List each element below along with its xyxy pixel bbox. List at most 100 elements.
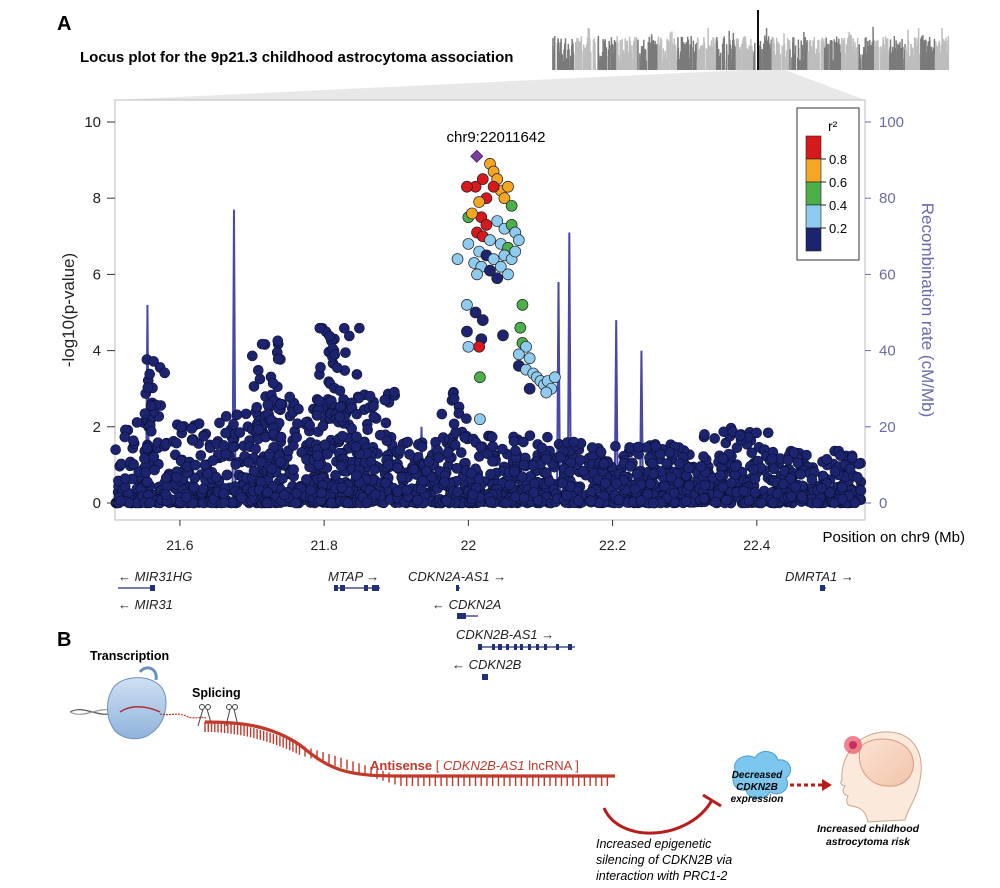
background-snp: [110, 444, 121, 456]
background-snp: [518, 436, 529, 448]
background-snp: [730, 461, 741, 472]
background-snp: [500, 497, 512, 509]
background-snp: [453, 408, 465, 419]
background-snp: [524, 430, 536, 441]
background-snp: [485, 496, 496, 507]
background-snp: [461, 413, 472, 424]
background-snp: [408, 463, 420, 475]
background-snp: [230, 459, 242, 470]
background-snp: [214, 417, 225, 429]
antisense-suffix: lncRNA: [528, 758, 572, 773]
risk-text-1: Increased childhood: [817, 823, 920, 835]
background-snp: [717, 453, 729, 465]
background-snp: [624, 461, 636, 472]
background-snp: [160, 489, 172, 500]
background-snp: [336, 481, 348, 493]
background-snp: [236, 492, 247, 503]
r2-legend: r² 0.8 0.6 0.4 0.2: [796, 107, 860, 261]
lead-snp-marker: [470, 149, 484, 163]
background-snp: [448, 393, 460, 404]
background-snp: [396, 472, 408, 483]
gene-label: ← CDKN2B: [452, 657, 522, 672]
background-snp: [801, 449, 812, 461]
background-snp: [353, 392, 365, 404]
ld-snp-point: [512, 348, 525, 361]
background-snp: [738, 485, 749, 497]
silencing-text-3: interaction with PRC1-2: [596, 869, 727, 883]
gene-exon: [568, 644, 572, 650]
background-snp: [788, 447, 800, 458]
background-snp: [335, 460, 347, 472]
background-snp: [190, 459, 201, 471]
ld-snp-point: [476, 173, 489, 185]
background-snp: [202, 468, 213, 480]
background-snp: [778, 478, 789, 490]
y-axis-left: 0 2 4 6 8 10: [84, 114, 115, 512]
genome-manhattan-thumbnail: [552, 10, 950, 70]
gene-exon: [492, 644, 495, 650]
y-tick-label: 4: [93, 343, 101, 360]
background-snp: [473, 473, 485, 485]
ld-snp-point: [476, 314, 489, 326]
y2-tick-label: 60: [879, 266, 896, 283]
gene-exon: [372, 585, 379, 591]
background-snp: [674, 458, 685, 469]
background-snp: [189, 472, 201, 484]
background-snp: [181, 492, 192, 503]
background-snp: [344, 330, 355, 342]
background-snp: [275, 456, 287, 468]
background-snp: [518, 492, 530, 504]
background-snp: [467, 489, 479, 501]
background-snp: [193, 418, 205, 429]
background-snp: [436, 408, 448, 420]
inhibition-arrow: [602, 793, 722, 835]
background-snp: [195, 450, 207, 461]
ld-snp-point: [487, 253, 500, 266]
background-snp: [350, 441, 362, 452]
ld-snp-point: [473, 340, 486, 353]
background-snp: [573, 495, 584, 506]
background-snp: [459, 432, 471, 443]
background-snp: [710, 496, 721, 508]
background-snp: [790, 481, 801, 493]
background-snp: [148, 451, 160, 463]
background-snp: [262, 487, 273, 498]
background-snp: [315, 362, 326, 373]
ld-snp-point: [505, 199, 518, 212]
ld-snp-point: [549, 371, 561, 384]
background-snp: [821, 454, 833, 465]
background-snp: [665, 472, 677, 483]
antisense-label: Antisense [ CDKN2B-AS1 lncRNA ]: [370, 758, 579, 773]
background-snp: [806, 474, 818, 486]
background-snp: [844, 463, 856, 475]
background-snp: [709, 433, 720, 444]
background-snp: [853, 458, 865, 470]
background-snp: [541, 467, 552, 479]
gene-label: CDKN2A-AS1 →: [408, 569, 506, 584]
background-snp: [272, 335, 284, 347]
background-snp: [650, 441, 662, 452]
background-snp: [449, 439, 461, 451]
ld-snp-point: [466, 207, 478, 220]
background-snp: [207, 455, 219, 466]
background-snp: [254, 373, 266, 385]
gene-track: ← MIR31HG ← MIR31 MTAP → CDKN2A-AS1 → ← CDKN…: [118, 569, 854, 680]
background-snp: [314, 322, 326, 334]
background-snp: [568, 436, 580, 448]
background-snp: [846, 452, 858, 464]
background-snp: [564, 466, 575, 478]
background-snp: [855, 485, 867, 496]
background-snp: [381, 435, 393, 447]
gene-exon: [462, 613, 466, 619]
background-snp: [243, 457, 255, 468]
background-snp: [508, 436, 520, 447]
ld-snp-point: [516, 299, 529, 311]
background-snp: [291, 431, 302, 443]
gene-exon: [456, 585, 459, 591]
ld-snp-point: [487, 180, 500, 193]
background-snp: [475, 441, 487, 453]
background-snp: [332, 362, 343, 374]
background-snp: [267, 377, 279, 389]
background-snp: [253, 424, 264, 435]
background-snp: [160, 472, 172, 484]
